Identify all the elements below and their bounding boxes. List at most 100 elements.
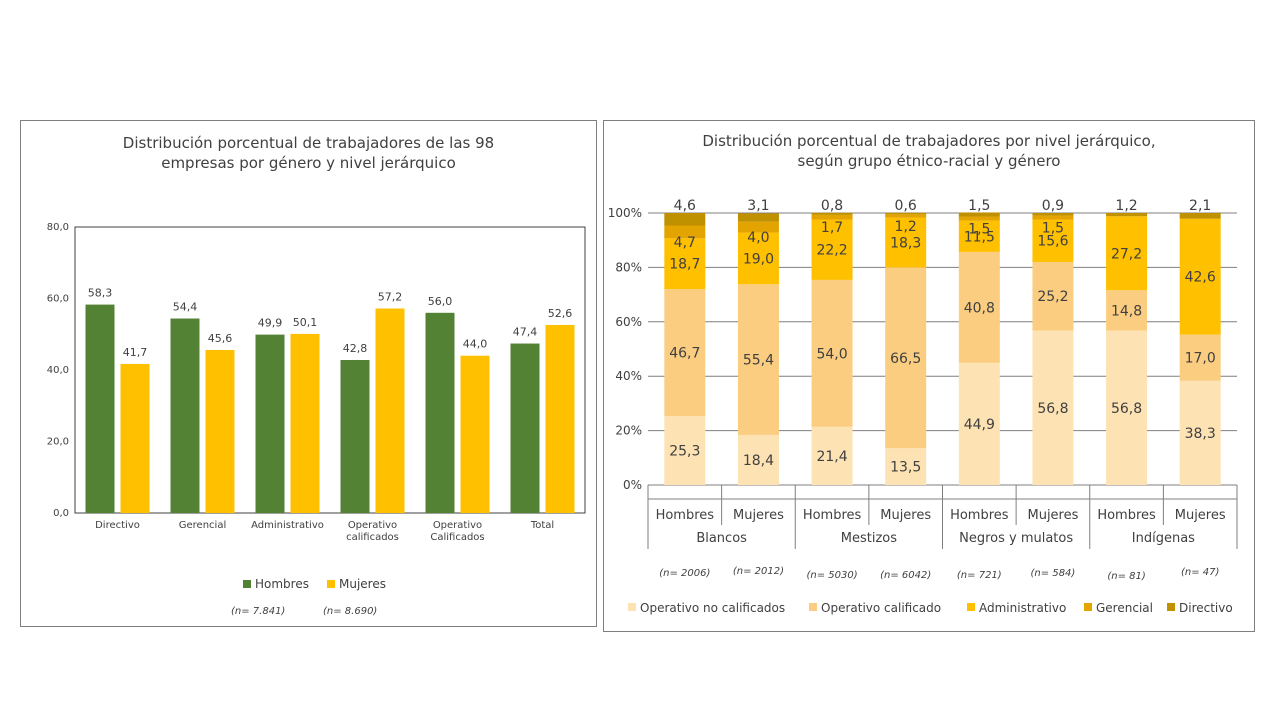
stacked-segment-administrativo bbox=[664, 238, 706, 290]
x-category-label: Administrativo bbox=[251, 520, 324, 531]
y-tick-label: 0% bbox=[623, 478, 642, 492]
bar-hombres bbox=[170, 318, 200, 513]
right-chart-panel: Distribución porcentual de trabajadores … bbox=[603, 120, 1255, 632]
data-label: 40,8 bbox=[964, 300, 995, 316]
x-category-label-line: Directivo bbox=[95, 520, 140, 531]
stacked-segment-operativo-no-calificados bbox=[664, 416, 706, 485]
data-label: 22,2 bbox=[816, 243, 847, 259]
stacked-segment-operativo-calificado bbox=[1106, 290, 1148, 331]
sample-size-note: (n= 6042) bbox=[880, 570, 931, 581]
sample-size-note: (n= 2006) bbox=[659, 568, 710, 579]
data-label: 21,4 bbox=[816, 449, 847, 465]
sample-size-note: (n= 7.841) bbox=[231, 606, 285, 617]
stacked-segment-directivo bbox=[1179, 213, 1221, 219]
x-category-label: Hombres bbox=[656, 508, 715, 523]
legend-label: Hombres bbox=[255, 577, 309, 591]
data-label: 18,4 bbox=[743, 453, 774, 469]
x-category-label-line: Operativo bbox=[348, 520, 397, 531]
x-category-label: Hombres bbox=[950, 508, 1009, 523]
data-label: 3,1 bbox=[747, 198, 769, 214]
data-label: 11,5 bbox=[964, 229, 995, 245]
data-label: 1,5 bbox=[1042, 220, 1064, 236]
stacked-segment-operativo-calificado bbox=[664, 289, 706, 417]
data-label: 66,5 bbox=[890, 351, 921, 367]
data-label: 1,5 bbox=[968, 198, 990, 214]
x-category-label: Operativo calificados bbox=[346, 520, 399, 543]
stacked-segment-operativo-calificado bbox=[1179, 334, 1221, 381]
data-label: 1,2 bbox=[895, 219, 917, 235]
stacked-segment-gerencial bbox=[958, 216, 1000, 221]
data-label: 54,0 bbox=[816, 346, 847, 362]
y-tick-label: 80% bbox=[615, 260, 642, 274]
stacked-segment-gerencial bbox=[885, 214, 927, 218]
data-label: 41,7 bbox=[123, 346, 148, 359]
data-label: 55,4 bbox=[743, 353, 774, 369]
stacked-segment-administrativo bbox=[1179, 218, 1221, 335]
x-category-label: Mujeres bbox=[1175, 508, 1226, 523]
sample-size-note: (n= 5030) bbox=[806, 570, 857, 581]
bar-hombres bbox=[510, 343, 540, 513]
x-category-label-line: calificados bbox=[346, 532, 399, 543]
data-label: 17,0 bbox=[1185, 351, 1216, 367]
legend-swatch bbox=[1084, 603, 1092, 611]
legend-swatch bbox=[809, 603, 817, 611]
sample-size-note: (n= 2012) bbox=[733, 566, 784, 577]
bar-hombres bbox=[340, 359, 370, 513]
x-category-label-line: Operativo bbox=[433, 520, 482, 531]
right-chart-title-line2: según grupo étnico-racial y género bbox=[797, 152, 1061, 170]
data-label: 47,4 bbox=[513, 326, 538, 339]
right-chart-title-line1: Distribución porcentual de trabajadores … bbox=[702, 132, 1156, 150]
stacked-segment-administrativo bbox=[1032, 219, 1074, 262]
y-tick-label: 20,0 bbox=[47, 437, 69, 448]
stacked-segment-gerencial bbox=[737, 221, 779, 233]
legend-swatch bbox=[243, 580, 251, 588]
data-label: 19,0 bbox=[743, 251, 774, 267]
data-label: 4,6 bbox=[674, 198, 696, 214]
stacked-segment-directivo bbox=[1032, 213, 1074, 216]
plot-area-border bbox=[74, 226, 586, 514]
bar-mujeres bbox=[205, 349, 235, 513]
data-label: 58,3 bbox=[88, 287, 113, 300]
stacked-segment-directivo bbox=[737, 213, 779, 222]
data-label: 42,6 bbox=[1185, 270, 1216, 286]
data-label: 44,9 bbox=[964, 417, 995, 433]
stacked-segment-gerencial bbox=[1032, 215, 1074, 220]
data-label: 50,1 bbox=[293, 316, 318, 329]
data-label: 46,7 bbox=[669, 346, 700, 362]
sample-size-note: (n= 721) bbox=[957, 570, 1002, 581]
stacked-segment-operativo-calificado bbox=[885, 267, 927, 449]
left-bar-chart: 0,0 20,0 40,0 60,0 80,0 58,3 41,7 Directivo 54,4… bbox=[47, 222, 586, 617]
bar-hombres bbox=[425, 312, 455, 513]
data-label: 1,7 bbox=[821, 220, 843, 236]
stacked-segment-directivo bbox=[811, 212, 853, 215]
left-chart-title-line2: empresas por género y nivel jerárquico bbox=[161, 154, 456, 172]
stacked-segment-operativo-no-calificados bbox=[737, 434, 779, 485]
x-group-label: Mestizos bbox=[841, 531, 897, 546]
x-category-label-line: Total bbox=[530, 520, 554, 531]
data-label: 56,0 bbox=[428, 295, 453, 308]
stacked-segment-administrativo bbox=[1106, 216, 1148, 291]
data-label: 27,2 bbox=[1111, 246, 1142, 262]
x-group-label: Blancos bbox=[696, 531, 747, 546]
data-label: 57,2 bbox=[378, 291, 403, 304]
data-label: 38,3 bbox=[1185, 426, 1216, 442]
data-label: 56,8 bbox=[1111, 401, 1142, 417]
stacked-segment-operativo-calificado bbox=[737, 284, 779, 435]
bar-hombres bbox=[255, 334, 285, 513]
x-category-label: Mujeres bbox=[880, 508, 931, 523]
x-group-label: Negros y mulatos bbox=[959, 531, 1073, 546]
data-label: 52,6 bbox=[548, 307, 573, 320]
stacked-segment-operativo-calificado bbox=[958, 251, 1000, 363]
y-tick-label: 0,0 bbox=[53, 508, 69, 519]
data-label: 54,4 bbox=[173, 301, 198, 314]
legend-label: Operativo no calificados bbox=[640, 601, 785, 615]
stacked-segment-operativo-calificado bbox=[811, 279, 853, 427]
data-label: 14,8 bbox=[1111, 303, 1142, 319]
data-label: 15,6 bbox=[1037, 234, 1068, 250]
legend-swatch bbox=[1167, 603, 1175, 611]
data-label: 49,9 bbox=[258, 317, 283, 330]
data-label: 18,3 bbox=[890, 236, 921, 252]
right-stacked-bar-chart: 0% 20% 40% 60% 80% 100% 25,3 46,7 18,7 4,7 4,6 18,4… bbox=[608, 198, 1238, 615]
x-category-label: Gerencial bbox=[179, 520, 226, 531]
right-chart-title: Distribución porcentual de trabajadores … bbox=[604, 131, 1254, 171]
